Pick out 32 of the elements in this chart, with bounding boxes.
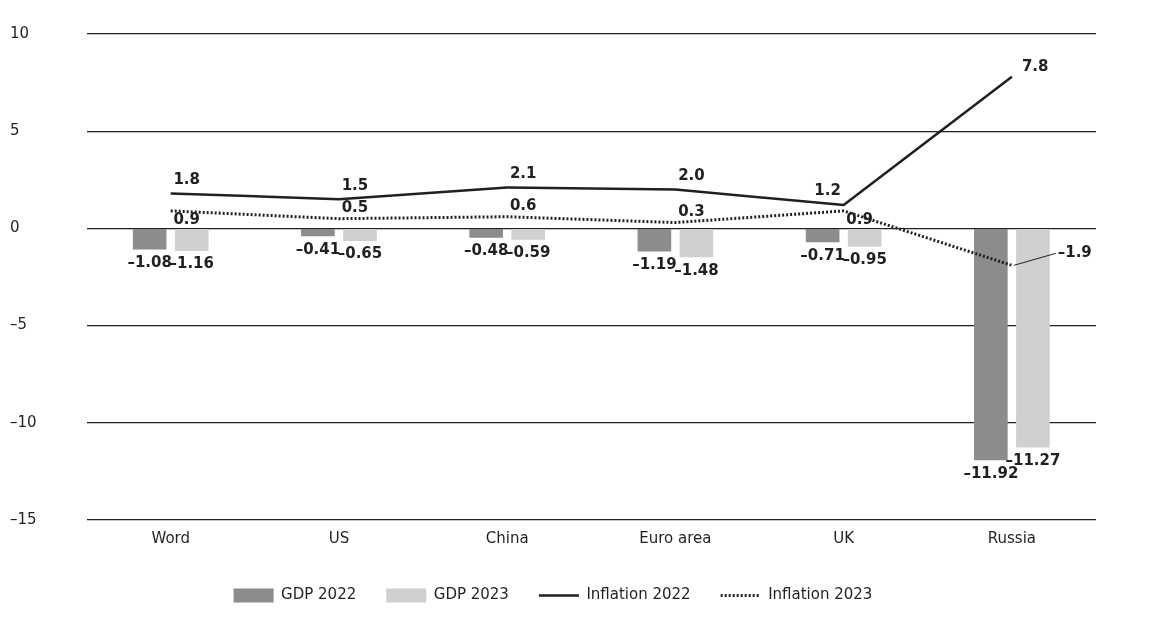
data-label: –0.95 [842, 250, 887, 269]
x-tick-label: US [328, 528, 350, 547]
legend-label: GDP 2023 [433, 585, 509, 604]
data-label: 0.5 [341, 198, 369, 217]
data-label: 2.0 [678, 165, 705, 184]
data-label: –1.9 [1057, 243, 1092, 262]
y-tick-label: –15 [10, 509, 37, 528]
data-label: –0.48 [463, 241, 509, 260]
data-label: –1.16 [169, 254, 214, 273]
y-tick-label: 0 [10, 218, 20, 237]
x-tick-label: Euro area [639, 528, 712, 547]
legend-label: GDP 2022 [281, 585, 357, 604]
y-tick-label: –5 [10, 315, 28, 334]
x-tick-label: UK [833, 528, 856, 547]
x-tick-label: Word [151, 528, 190, 547]
data-label: –0.65 [337, 244, 383, 263]
x-tick-label: China [485, 528, 529, 547]
legend-label: Inflation 2022 [586, 585, 691, 604]
y-tick-label: 5 [10, 121, 20, 140]
y-tick-label: –10 [10, 412, 37, 431]
data-label: –1.08 [127, 252, 172, 271]
data-label: 0.3 [678, 201, 705, 220]
data-label: 0.9 [173, 210, 200, 229]
x-tick-label: Russia [987, 528, 1037, 547]
data-label: 7.8 [1021, 57, 1049, 76]
data-label: 1.5 [341, 175, 369, 194]
data-label: 1.2 [814, 181, 841, 200]
legend-label: Inflation 2023 [768, 585, 873, 604]
data-label: 1.8 [173, 169, 200, 188]
data-label: 2.1 [509, 163, 537, 182]
y-tick-label: 10 [10, 23, 30, 42]
data-label: 0.6 [509, 196, 537, 215]
